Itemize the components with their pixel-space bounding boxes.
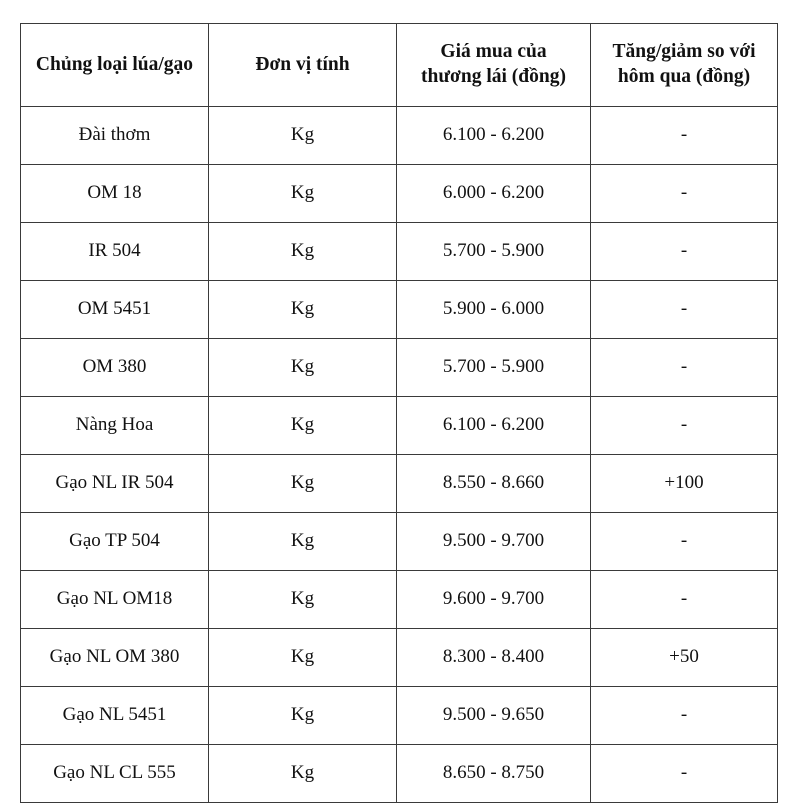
cell-unit: Kg (208, 744, 397, 803)
cell-unit: Kg (208, 280, 397, 339)
cell-unit: Kg (208, 164, 397, 223)
cell-rice-type: OM 380 (20, 338, 209, 397)
cell-purchase-price: 5.700 - 5.900 (396, 222, 591, 281)
table-header: Chủng loại lúa/gạo Đơn vị tính Giá mua c… (20, 23, 778, 107)
cell-unit: Kg (208, 222, 397, 281)
table-row: OM 380 Kg 5.700 - 5.900 - (20, 338, 778, 397)
table-row: Đài thơm Kg 6.100 - 6.200 - (20, 106, 778, 165)
cell-change: - (590, 280, 778, 339)
cell-unit: Kg (208, 106, 397, 165)
cell-rice-type: Gạo NL 5451 (20, 686, 209, 745)
table-row: OM 18 Kg 6.000 - 6.200 - (20, 164, 778, 223)
cell-unit: Kg (208, 396, 397, 455)
cell-rice-type: Gạo TP 504 (20, 512, 209, 571)
cell-rice-type: Gạo NL OM 380 (20, 628, 209, 687)
cell-change: - (590, 338, 778, 397)
cell-change: - (590, 106, 778, 165)
cell-rice-type: Nàng Hoa (20, 396, 209, 455)
cell-rice-type: Gạo NL CL 555 (20, 744, 209, 803)
cell-purchase-price: 6.000 - 6.200 (396, 164, 591, 223)
column-header-change: Tăng/giảm so với hôm qua (đồng) (590, 23, 778, 107)
cell-rice-type: Gạo NL OM18 (20, 570, 209, 629)
cell-purchase-price: 5.700 - 5.900 (396, 338, 591, 397)
cell-change: - (590, 222, 778, 281)
table-row: Gạo NL 5451 Kg 9.500 - 9.650 - (20, 686, 778, 745)
cell-rice-type: IR 504 (20, 222, 209, 281)
column-header-unit-line-1: Đơn vị tính (255, 53, 350, 75)
column-header-purchase-price: Giá mua của thương lái (đồng) (396, 23, 591, 107)
cell-rice-type: Gạo NL IR 504 (20, 454, 209, 513)
cell-purchase-price: 6.100 - 6.200 (396, 106, 591, 165)
table-row: Nàng Hoa Kg 6.100 - 6.200 - (20, 396, 778, 455)
column-header-purchase-price-line-2: thương lái (đồng) (421, 66, 566, 87)
cell-purchase-price: 9.500 - 9.700 (396, 512, 591, 571)
cell-unit: Kg (208, 454, 397, 513)
cell-rice-type: OM 18 (20, 164, 209, 223)
cell-change: - (590, 396, 778, 455)
column-header-change-line-2: hôm qua (đồng) (617, 66, 751, 87)
cell-purchase-price: 8.300 - 8.400 (396, 628, 591, 687)
table-body: Đài thơm Kg 6.100 - 6.200 - OM 18 Kg 6.0… (20, 106, 778, 803)
cell-rice-type: OM 5451 (20, 280, 209, 339)
cell-purchase-price: 6.100 - 6.200 (396, 396, 591, 455)
table-header-row: Chủng loại lúa/gạo Đơn vị tính Giá mua c… (20, 23, 778, 107)
table-row: Gạo TP 504 Kg 9.500 - 9.700 - (20, 512, 778, 571)
table-row: IR 504 Kg 5.700 - 5.900 - (20, 222, 778, 281)
column-header-rice-type: Chủng loại lúa/gạo (20, 23, 209, 107)
cell-purchase-price: 8.650 - 8.750 (396, 744, 591, 803)
cell-unit: Kg (208, 686, 397, 745)
table-row: Gạo NL CL 555 Kg 8.650 - 8.750 - (20, 744, 778, 803)
cell-unit: Kg (208, 570, 397, 629)
cell-change: - (590, 164, 778, 223)
cell-purchase-price: 9.500 - 9.650 (396, 686, 591, 745)
rice-price-table: Chủng loại lúa/gạo Đơn vị tính Giá mua c… (20, 23, 778, 803)
cell-change: +50 (590, 628, 778, 687)
cell-change: - (590, 686, 778, 745)
cell-change: +100 (590, 454, 778, 513)
cell-unit: Kg (208, 338, 397, 397)
cell-rice-type: Đài thơm (20, 106, 209, 165)
page-root: Chủng loại lúa/gạo Đơn vị tính Giá mua c… (20, 23, 778, 803)
cell-purchase-price: 8.550 - 8.660 (396, 454, 591, 513)
cell-change: - (590, 570, 778, 629)
column-header-purchase-price-line-1: Giá mua của (440, 41, 547, 63)
cell-change: - (590, 744, 778, 803)
table-row: OM 5451 Kg 5.900 - 6.000 - (20, 280, 778, 339)
table-row: Gạo NL OM 380 Kg 8.300 - 8.400 +50 (20, 628, 778, 687)
column-header-change-line-1: Tăng/giảm so với (612, 41, 756, 63)
cell-purchase-price: 5.900 - 6.000 (396, 280, 591, 339)
column-header-rice-type-line-1: Chủng loại lúa/gạo (35, 53, 194, 75)
cell-unit: Kg (208, 512, 397, 571)
column-header-unit: Đơn vị tính (208, 23, 397, 107)
cell-purchase-price: 9.600 - 9.700 (396, 570, 591, 629)
cell-unit: Kg (208, 628, 397, 687)
table-row: Gạo NL OM18 Kg 9.600 - 9.700 - (20, 570, 778, 629)
cell-change: - (590, 512, 778, 571)
table-row: Gạo NL IR 504 Kg 8.550 - 8.660 +100 (20, 454, 778, 513)
